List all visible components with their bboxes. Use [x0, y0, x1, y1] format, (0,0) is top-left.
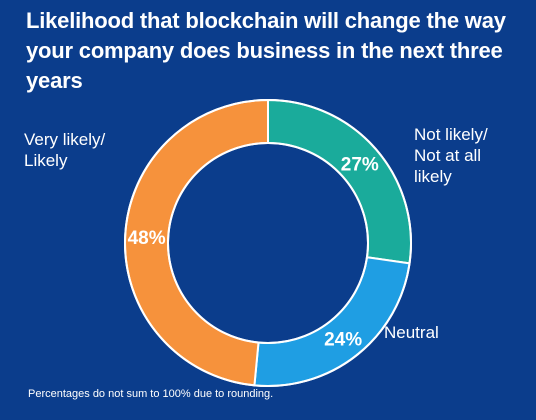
slice-value-label-2: 24%	[324, 330, 362, 351]
category-label-line: Very likely/	[24, 130, 106, 149]
category-label-line: Not likely/	[414, 125, 488, 144]
slice-value-label-3: 48%	[128, 228, 166, 249]
donut-inner-border	[168, 143, 368, 343]
category-label-line: Likely	[24, 151, 68, 170]
category-label-line: Neutral	[384, 323, 439, 342]
slice-value-label-1: 27%	[341, 154, 379, 175]
category-label-2: Neutral	[384, 323, 439, 342]
donut-slice-1	[268, 100, 411, 263]
category-label-line: likely	[414, 167, 452, 186]
category-label-3: Very likely/Likely	[24, 130, 106, 170]
category-label-1: Not likely/Not at all likely	[414, 125, 488, 186]
footnote: Percentages do not sum to 100% due to ro…	[28, 388, 273, 400]
category-label-line: Not at all	[414, 146, 481, 165]
